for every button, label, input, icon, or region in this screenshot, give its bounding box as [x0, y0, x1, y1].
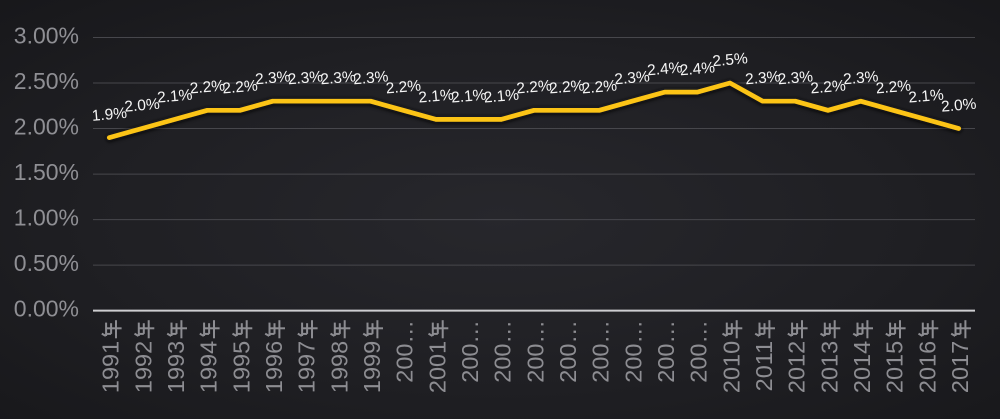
svg-text:2016: 2016: [914, 341, 940, 393]
svg-text:200…: 200…: [522, 320, 548, 383]
svg-text:200…: 200…: [588, 320, 614, 383]
svg-text:2.3%: 2.3%: [254, 68, 291, 88]
svg-text:2001: 2001: [424, 341, 450, 393]
svg-text:200…: 200…: [555, 320, 581, 383]
svg-text:2.2%: 2.2%: [810, 77, 847, 97]
svg-text:2.3%: 2.3%: [320, 68, 357, 88]
svg-text:200…: 200…: [620, 320, 646, 383]
svg-text:2011: 2011: [751, 341, 777, 392]
svg-text:2012: 2012: [784, 341, 810, 393]
svg-text:1991: 1991: [98, 341, 124, 393]
svg-text:2015: 2015: [882, 341, 908, 393]
svg-text:200…: 200…: [686, 320, 712, 383]
svg-text:2.5%: 2.5%: [712, 50, 749, 70]
svg-text:2.2%: 2.2%: [548, 77, 585, 97]
svg-text:1997: 1997: [294, 341, 320, 393]
svg-text:0.50%: 0.50%: [14, 250, 79, 276]
svg-text:2.0%: 2.0%: [124, 96, 161, 116]
svg-text:1998: 1998: [326, 341, 352, 393]
svg-text:2.2%: 2.2%: [875, 77, 912, 97]
svg-text:200…: 200…: [653, 320, 679, 383]
svg-text:1996: 1996: [261, 341, 287, 393]
svg-text:2.1%: 2.1%: [156, 87, 193, 107]
svg-text:2.3%: 2.3%: [842, 68, 879, 88]
svg-text:2.1%: 2.1%: [483, 87, 520, 107]
svg-text:2.0%: 2.0%: [940, 96, 977, 116]
svg-text:2014: 2014: [849, 341, 875, 393]
svg-text:2013: 2013: [816, 341, 842, 393]
svg-text:2.2%: 2.2%: [222, 77, 259, 97]
svg-text:2.1%: 2.1%: [450, 87, 487, 107]
svg-text:2.2%: 2.2%: [516, 77, 553, 97]
svg-text:1993: 1993: [163, 341, 189, 393]
svg-text:2.3%: 2.3%: [287, 68, 324, 88]
svg-text:200…: 200…: [392, 320, 418, 383]
svg-text:2.1%: 2.1%: [418, 87, 455, 107]
svg-text:2.4%: 2.4%: [679, 59, 716, 79]
svg-text:2.3%: 2.3%: [744, 68, 781, 88]
svg-text:2.4%: 2.4%: [646, 59, 683, 79]
svg-text:1.00%: 1.00%: [14, 205, 79, 231]
svg-text:200…: 200…: [457, 320, 483, 383]
svg-text:0.00%: 0.00%: [14, 296, 79, 322]
svg-text:2.3%: 2.3%: [352, 68, 389, 88]
svg-text:1994: 1994: [196, 341, 222, 393]
svg-text:1.9%: 1.9%: [91, 105, 128, 125]
svg-text:2010: 2010: [718, 341, 744, 393]
svg-text:2.2%: 2.2%: [385, 77, 422, 97]
svg-text:1999: 1999: [359, 341, 385, 393]
svg-text:2.00%: 2.00%: [14, 114, 79, 140]
svg-text:1995: 1995: [228, 341, 254, 393]
svg-text:2.2%: 2.2%: [581, 77, 618, 97]
svg-text:2.3%: 2.3%: [614, 68, 651, 88]
svg-text:2.50%: 2.50%: [14, 68, 79, 94]
svg-text:3.00%: 3.00%: [14, 23, 79, 49]
svg-text:1992: 1992: [130, 341, 156, 393]
svg-text:2.1%: 2.1%: [908, 87, 945, 107]
svg-text:1.50%: 1.50%: [14, 159, 79, 185]
svg-text:2.3%: 2.3%: [777, 68, 814, 88]
svg-text:2017: 2017: [947, 341, 973, 393]
svg-text:2.2%: 2.2%: [189, 77, 226, 97]
svg-text:200…: 200…: [490, 320, 516, 383]
